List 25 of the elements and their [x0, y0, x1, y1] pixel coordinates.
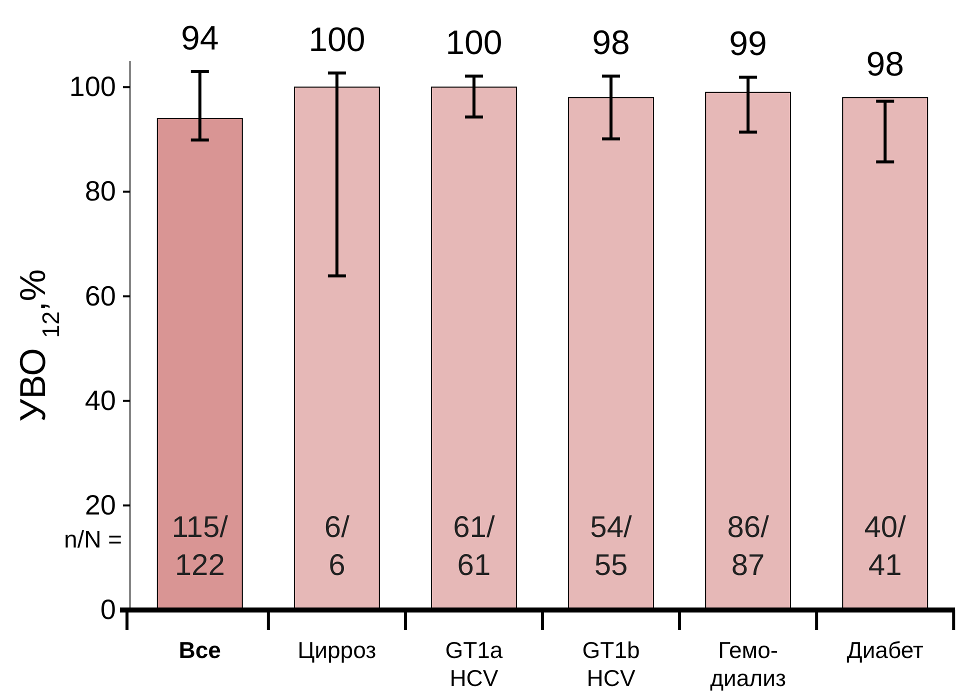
data-label: 100	[308, 21, 366, 60]
data-label: 100	[446, 24, 502, 62]
x-tick-label: Диабет	[846, 637, 924, 663]
data-label: 99	[729, 25, 767, 64]
data-label: 94	[180, 19, 219, 58]
y-tick-label: 100	[69, 71, 116, 102]
data-label: 98	[866, 46, 904, 84]
data-label: 98	[592, 24, 630, 62]
y-tick-label: 40	[84, 384, 116, 416]
x-tick-label: GT1a HCV	[445, 637, 503, 691]
x-tick-label: Цирроз	[298, 637, 376, 663]
y-tick-label: 0	[100, 594, 116, 625]
y-tick-label: 80	[84, 176, 116, 207]
annotation: 40/41	[864, 510, 907, 582]
x-tick-label: Гемо-диализ	[710, 637, 786, 691]
x-tick-label: Все	[178, 637, 221, 663]
y-tick-label: 20	[84, 489, 116, 520]
annotation: 54/55	[590, 510, 633, 582]
annotation: 61/61	[453, 510, 496, 582]
annotation: 115/122	[172, 510, 229, 582]
annotation: 86/87	[727, 510, 770, 582]
x-tick-label: GT1b HCV	[582, 637, 640, 691]
y-tick-label: 60	[84, 280, 116, 312]
annotation: 6/6	[324, 510, 350, 582]
annotation: n/N =	[64, 526, 122, 554]
